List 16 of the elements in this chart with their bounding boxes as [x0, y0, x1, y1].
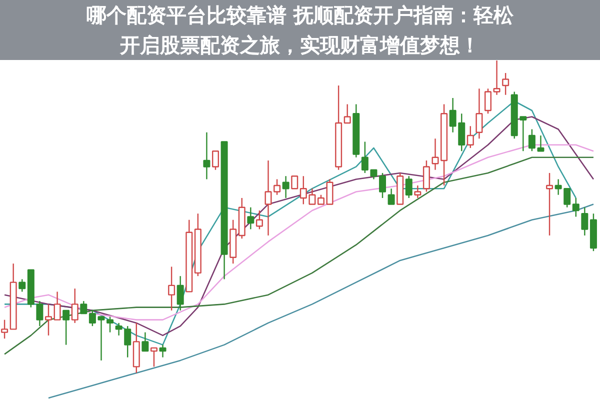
candlestick — [493, 60, 500, 96]
candlestick — [44, 304, 52, 336]
candlestick — [282, 176, 290, 199]
candlestick — [159, 344, 166, 358]
candlestick — [581, 206, 588, 236]
chart-title: 哪个配资平台比较靠谱 抚顺配资开户指南：轻松 — [86, 2, 514, 29]
candlestick — [414, 184, 422, 199]
candlestick — [554, 178, 562, 196]
candlestick — [176, 275, 184, 312]
candlestick — [168, 266, 176, 312]
chart-subtitle: 开启股票配资之旅，实现财富增值梦想！ — [120, 32, 480, 59]
candlestick — [476, 88, 483, 140]
candlestick — [203, 132, 210, 180]
candlestick — [546, 172, 554, 236]
candlestick — [247, 206, 254, 230]
candlestick — [264, 160, 272, 236]
